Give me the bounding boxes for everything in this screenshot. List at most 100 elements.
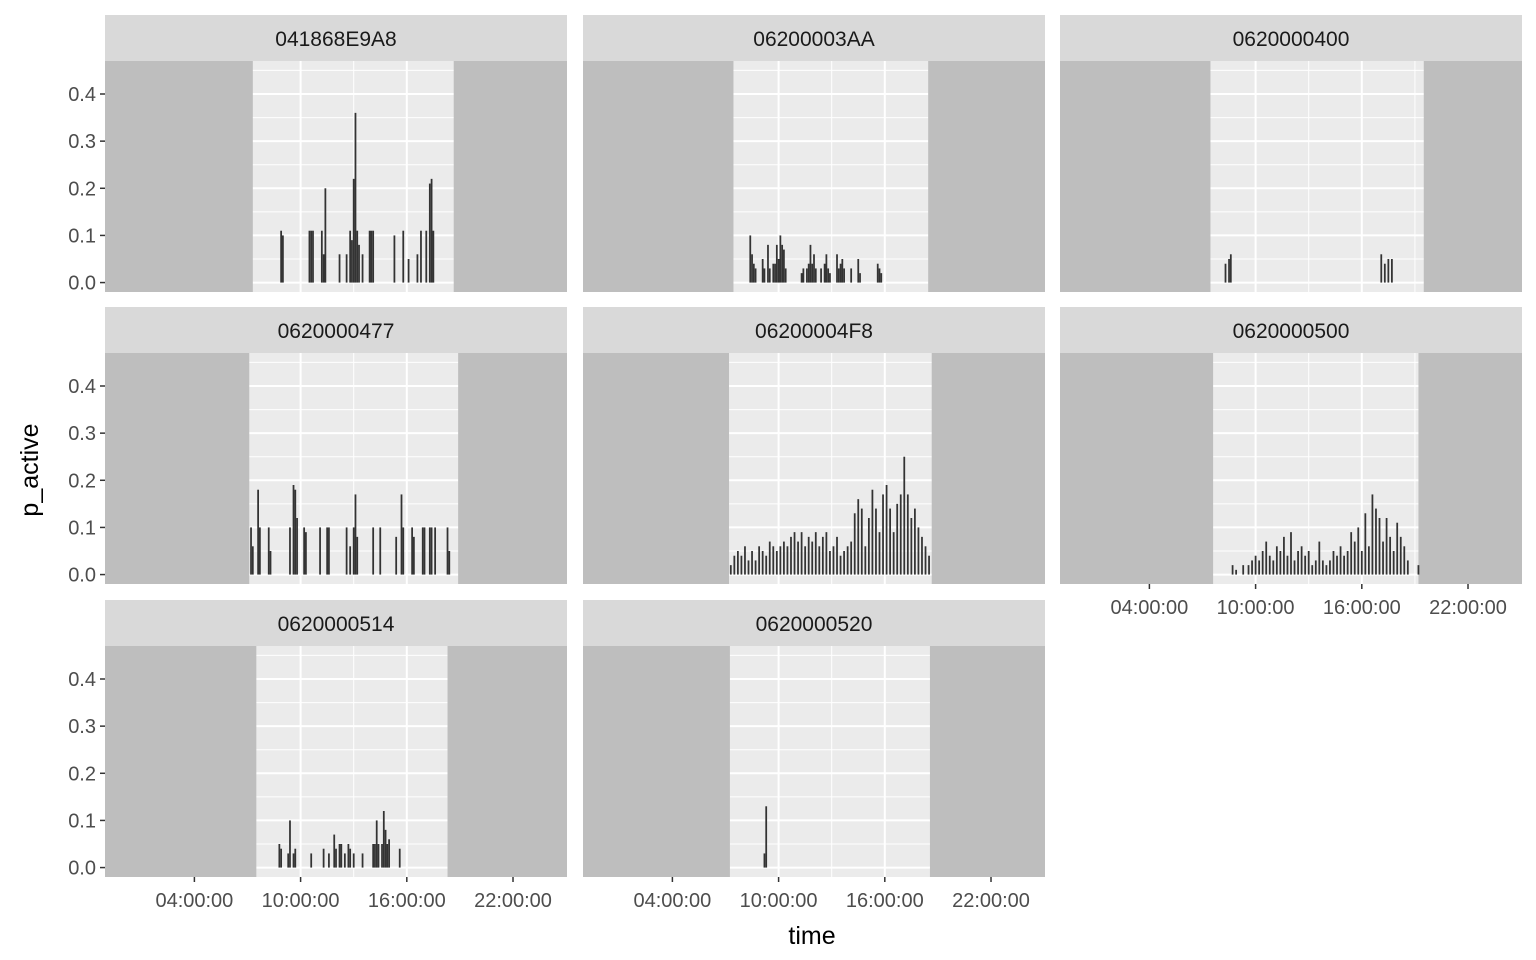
activity-bar (294, 489, 297, 575)
activity-bar (839, 263, 842, 283)
activity-bar (811, 263, 814, 283)
activity-bar (820, 268, 822, 283)
facet-panel: 0620000514 0.0 0.1 0.2 0.3 0.4 04:00:00 10:00:0… (68, 600, 567, 912)
y-tick-label: 0.0 (68, 273, 96, 295)
activity-bar (259, 527, 261, 575)
activity-bar (747, 560, 750, 575)
activity-bar (857, 259, 860, 283)
activity-bar (267, 527, 270, 575)
facet-strip (583, 307, 1045, 353)
activity-bar (737, 551, 739, 575)
activity-bar (296, 518, 298, 575)
activity-bar (345, 254, 348, 283)
activity-bar (1382, 541, 1384, 575)
facet-label: 0620000500 (1233, 320, 1350, 343)
night-shade-evening (931, 353, 1045, 584)
activity-bar (1346, 551, 1349, 575)
activity-bar (871, 489, 874, 575)
activity-bar (853, 513, 856, 575)
activity-bar (889, 508, 891, 575)
activity-bar (790, 536, 792, 575)
facet-label: 06200004F8 (755, 320, 873, 343)
activity-bar (1272, 560, 1275, 575)
facet-strip (583, 600, 1045, 646)
activity-bar (1279, 551, 1282, 575)
activity-bar (837, 268, 840, 283)
activity-bar (793, 532, 796, 575)
activity-bar (751, 551, 753, 575)
activity-bar (388, 839, 390, 868)
activity-bar (1332, 551, 1335, 575)
activity-bar (1383, 263, 1386, 283)
y-tick-label: 0.3 (68, 131, 96, 153)
activity-bar (1275, 546, 1278, 575)
facet-panel: 0620000520 04:00:00 10:00:00 16:00:00 22:00:… (583, 600, 1045, 912)
activity-bar (763, 268, 766, 283)
activity-bar (349, 848, 352, 868)
activity-bar (428, 183, 431, 283)
activity-bar (740, 555, 743, 575)
activity-bar (825, 532, 828, 575)
activity-bar (434, 527, 437, 575)
activity-bar (356, 536, 359, 575)
activity-bar (326, 527, 329, 575)
facet-strip (105, 600, 567, 646)
activity-bar (1268, 555, 1271, 575)
activity-bar (1368, 546, 1370, 575)
y-axis-title: p_active (16, 423, 44, 516)
y-tick-label: 0.4 (68, 376, 96, 398)
activity-bar (914, 508, 916, 575)
x-tick-label: 16:00:00 (368, 890, 446, 912)
activity-bar (328, 853, 330, 868)
y-tick-label: 0.2 (68, 763, 96, 785)
y-tick-label: 0.2 (68, 178, 96, 200)
night-shade-morning (105, 646, 257, 877)
activity-bar (430, 527, 433, 575)
activity-bar (1254, 555, 1257, 575)
activity-bar (1311, 565, 1314, 575)
activity-bar (407, 259, 410, 283)
facet-panel: 0620000400 (1060, 15, 1522, 292)
activity-bar (896, 503, 899, 575)
activity-bar (758, 546, 761, 575)
activity-bar (786, 546, 789, 575)
activity-bar (825, 254, 828, 283)
activity-bar (349, 546, 352, 575)
night-shade-morning (105, 353, 250, 584)
activity-bar (338, 844, 341, 868)
activity-bar (1318, 541, 1321, 575)
activity-bar (335, 848, 337, 868)
activity-bar (903, 456, 906, 575)
activity-bar (289, 527, 291, 575)
night-shade-evening (453, 61, 567, 292)
activity-bar (800, 273, 803, 283)
activity-bar (343, 853, 346, 868)
activity-bar (1235, 569, 1238, 575)
activity-bar (358, 244, 360, 283)
activity-bar (352, 853, 355, 868)
activity-bar (361, 853, 364, 868)
activity-bar (322, 254, 325, 283)
activity-bar (312, 230, 314, 283)
activity-bar (804, 546, 807, 575)
facet-label: 0620000520 (756, 613, 873, 636)
activity-bar (749, 235, 752, 283)
activity-bar (1336, 555, 1338, 575)
activity-bar (1304, 555, 1307, 575)
activity-bar (269, 551, 272, 575)
facet-panel: 041868E9A8 0.0 0.1 0.2 0.3 0.4 (68, 15, 567, 295)
activity-bar (379, 527, 382, 575)
activity-bar (292, 853, 295, 868)
activity-bar (280, 848, 283, 868)
activity-bar (827, 268, 830, 283)
activity-bar (250, 527, 252, 575)
activity-bar (1371, 494, 1374, 575)
activity-bar (768, 541, 771, 575)
activity-bar (446, 527, 449, 575)
facet-strip (1060, 15, 1522, 61)
activity-bar (802, 268, 805, 283)
activity-bar (1307, 551, 1310, 575)
panels-layer: 041868E9A8 0.0 0.1 0.2 0.3 0.4 06200003AA 06200… (68, 15, 1522, 912)
activity-bar (779, 546, 782, 575)
activity-bar (421, 527, 424, 575)
